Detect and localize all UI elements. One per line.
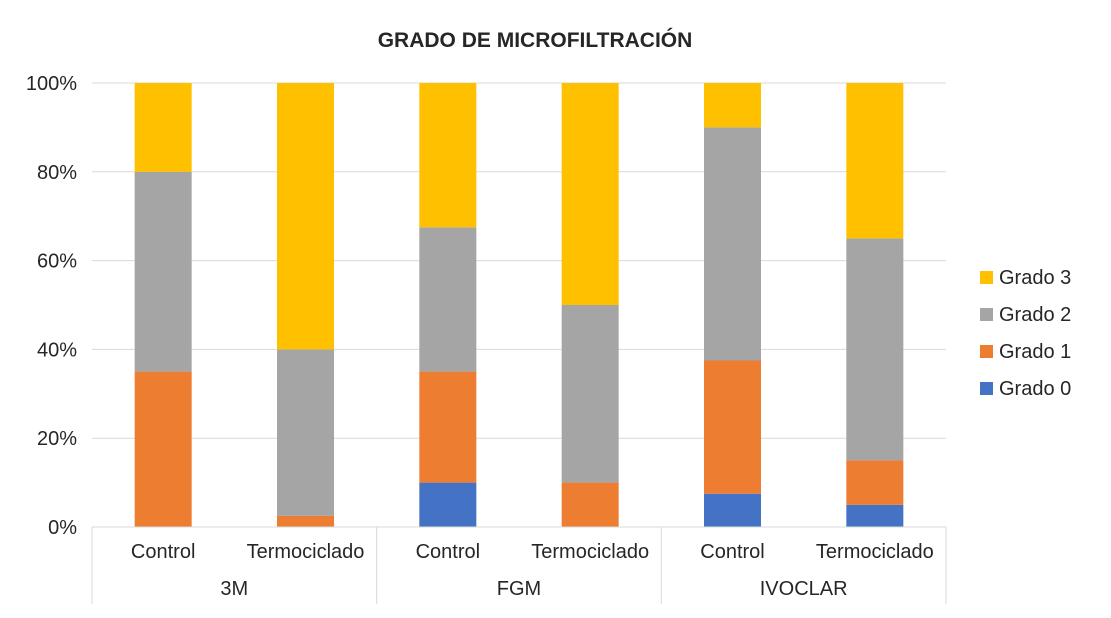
- bar-segment: [704, 360, 761, 494]
- legend-label: Grado 1: [999, 341, 1071, 363]
- legend-swatch: [980, 382, 993, 395]
- bar-segment: [561, 482, 619, 527]
- y-tick-label: 0%: [48, 517, 77, 539]
- legend-swatch: [980, 271, 993, 284]
- bar-segment: [846, 238, 904, 461]
- y-tick-label: 60%: [37, 251, 77, 273]
- bar-segment: [704, 127, 761, 361]
- legend-swatch: [980, 308, 993, 321]
- y-tick-label: 40%: [37, 339, 77, 361]
- bar-segment: [846, 460, 904, 505]
- bar-segment: [846, 83, 904, 239]
- x-category-label: Termociclado: [816, 541, 934, 563]
- bar-segment: [561, 305, 619, 483]
- x-category-label: Control: [131, 541, 195, 563]
- bar-segment: [704, 493, 761, 527]
- axes: [91, 526, 947, 604]
- bar-segment: [419, 482, 477, 527]
- y-tick-label: 80%: [37, 162, 77, 184]
- x-category-label: Control: [700, 541, 764, 563]
- bar-segment: [134, 171, 192, 372]
- legend-label: Grado 3: [999, 267, 1071, 289]
- chart-title: GRADO DE MICROFILTRACIÓN: [378, 28, 693, 52]
- bar-segment: [419, 371, 477, 483]
- bar-segment: [846, 504, 904, 527]
- legend-swatch: [980, 345, 993, 358]
- x-group-label: IVOCLAR: [760, 578, 848, 600]
- axis-labels: 0% 20% 40% 60% 80% 100% Control Termociclado Con…: [26, 73, 934, 600]
- bar-segment: [134, 83, 192, 172]
- bar-segment: [277, 349, 334, 516]
- bar-segment: [419, 227, 477, 372]
- bar-segment: [134, 371, 192, 527]
- y-tick-label: 20%: [37, 428, 77, 450]
- x-category-label: Control: [416, 541, 480, 563]
- bar-segment: [277, 83, 334, 350]
- bar-segment: [561, 83, 619, 305]
- bar-segment: [419, 83, 477, 228]
- gridlines: [92, 82, 946, 439]
- x-category-label: Termociclado: [531, 541, 649, 563]
- x-group-label: 3M: [220, 578, 248, 600]
- bar-segment: [277, 515, 334, 527]
- bars: [134, 83, 904, 527]
- legend-label: Grado 2: [999, 304, 1071, 326]
- x-group-label: FGM: [497, 578, 541, 600]
- bar-segment: [704, 83, 761, 128]
- legend-label: Grado 0: [999, 378, 1071, 400]
- y-tick-label: 100%: [26, 73, 77, 95]
- legend: Grado 3 Grado 2 Grado 1 Grado 0: [980, 267, 1071, 400]
- x-category-label: Termociclado: [247, 541, 365, 563]
